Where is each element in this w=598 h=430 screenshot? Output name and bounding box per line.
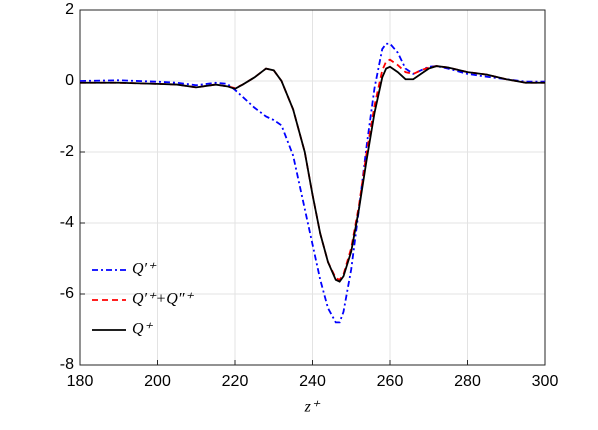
legend-label: Q⁺ [132,321,154,338]
x-tick-label: 300 [532,373,559,390]
x-tick-label: 220 [222,373,249,390]
y-tick-label: 2 [65,1,74,18]
y-tick-label: -4 [60,214,74,231]
y-tick-label: 0 [65,72,74,89]
y-tick-label: -2 [60,143,74,160]
x-tick-label: 200 [144,373,171,390]
x-tick-label: 280 [454,373,481,390]
x-axis-label: z⁺ [304,399,321,416]
x-tick-label: 180 [67,373,94,390]
x-tick-label: 260 [377,373,404,390]
plot-frame [79,9,546,366]
y-tick-label: -6 [60,285,74,302]
legend-label: Q′⁺+Q″⁺ [132,291,195,308]
x-tick-label: 240 [299,373,326,390]
legend-label: Q′⁺ [132,261,157,278]
series-line [80,65,545,283]
y-tick-label: -8 [60,356,74,373]
